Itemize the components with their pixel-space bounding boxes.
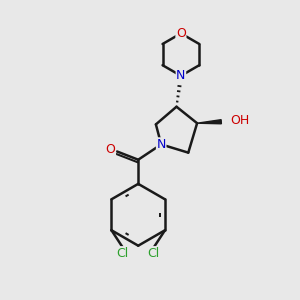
Text: OH: OH — [231, 114, 250, 127]
Text: Cl: Cl — [116, 247, 129, 260]
Text: O: O — [106, 142, 116, 156]
Text: O: O — [176, 27, 186, 40]
Polygon shape — [197, 120, 221, 124]
Text: Cl: Cl — [148, 247, 160, 260]
Text: N: N — [176, 69, 186, 82]
Text: N: N — [157, 138, 166, 151]
